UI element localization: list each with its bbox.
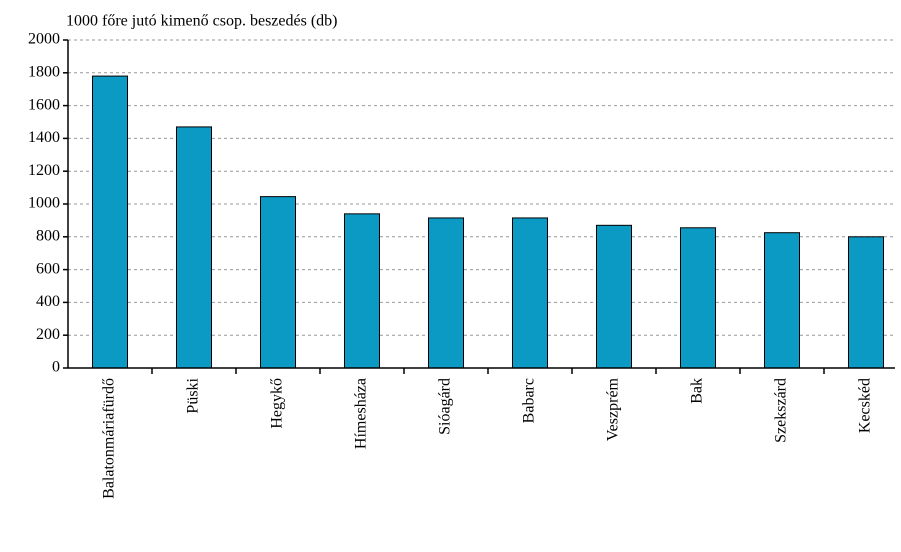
- bar: [260, 196, 296, 369]
- bar: [596, 224, 632, 369]
- y-tick-label: 400: [36, 293, 60, 310]
- y-tick-label: 1400: [28, 129, 60, 146]
- bar: [512, 217, 548, 369]
- x-tick-label: Hegykő: [269, 378, 286, 429]
- x-tick-label: Veszprém: [605, 377, 622, 441]
- x-tick-label: Babarc: [521, 378, 538, 423]
- y-tick-label: 1200: [28, 162, 60, 179]
- y-tick-label: 1600: [28, 96, 60, 113]
- x-tick-label: Kecskéd: [857, 378, 874, 433]
- x-tick-label: Püski: [185, 377, 202, 413]
- chart-title: 1000 főre jutó kimenő csop. beszedés (db…: [66, 13, 337, 30]
- y-tick-label: 600: [36, 260, 60, 277]
- x-tick-label: Szekszárd: [773, 378, 790, 443]
- y-tick-label: 0: [52, 359, 60, 376]
- bar: [848, 236, 884, 369]
- x-tick-label: Hímesháza: [353, 378, 370, 449]
- bar: [344, 213, 380, 369]
- y-tick-label: 200: [36, 326, 60, 343]
- y-tick-label: 1000: [28, 195, 60, 212]
- bar: [428, 217, 464, 369]
- x-tick-label: Balatonmáriafürdő: [101, 378, 118, 499]
- y-tick-label: 800: [36, 227, 60, 244]
- x-tick-label: Sióagárd: [437, 378, 454, 435]
- y-tick-label: 1800: [28, 63, 60, 80]
- bar: [176, 126, 212, 369]
- x-tick-label: Bak: [689, 378, 706, 404]
- y-tick-label: 2000: [28, 31, 60, 48]
- bar: [764, 232, 800, 369]
- bar: [92, 75, 128, 369]
- bar: [680, 227, 716, 369]
